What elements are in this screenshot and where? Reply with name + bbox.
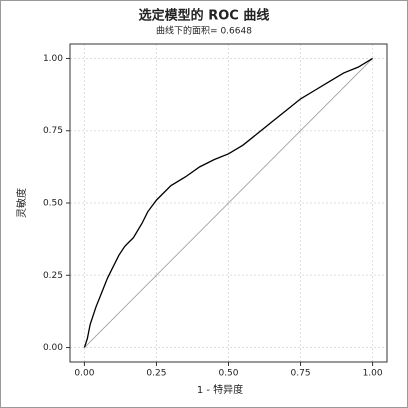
x-axis-label: 1 - 特异度 bbox=[197, 383, 243, 396]
x-tick-label: 1.00 bbox=[363, 369, 383, 379]
x-tick-label: 0.75 bbox=[291, 369, 311, 379]
chart-title: 选定模型的 ROC 曲线 bbox=[139, 8, 270, 24]
x-tick-label: 0.50 bbox=[218, 369, 238, 379]
roc-curve bbox=[83, 57, 373, 348]
y-tick-label: 1.00 bbox=[43, 54, 63, 64]
x-tick-label: 0.25 bbox=[146, 369, 166, 379]
y-tick-label: 0.75 bbox=[43, 126, 63, 136]
chart-subtitle: 曲线下的面积= 0.6648 bbox=[156, 25, 252, 37]
y-axis-label: 灵敏度 bbox=[15, 188, 28, 218]
plot-border bbox=[69, 43, 388, 363]
y-tick-label: 0.00 bbox=[43, 343, 63, 353]
reference-line bbox=[84, 58, 373, 348]
y-tick-label: 0.25 bbox=[43, 271, 63, 281]
y-tick-label: 0.50 bbox=[43, 199, 63, 209]
x-tick-label: 0.00 bbox=[74, 369, 94, 379]
